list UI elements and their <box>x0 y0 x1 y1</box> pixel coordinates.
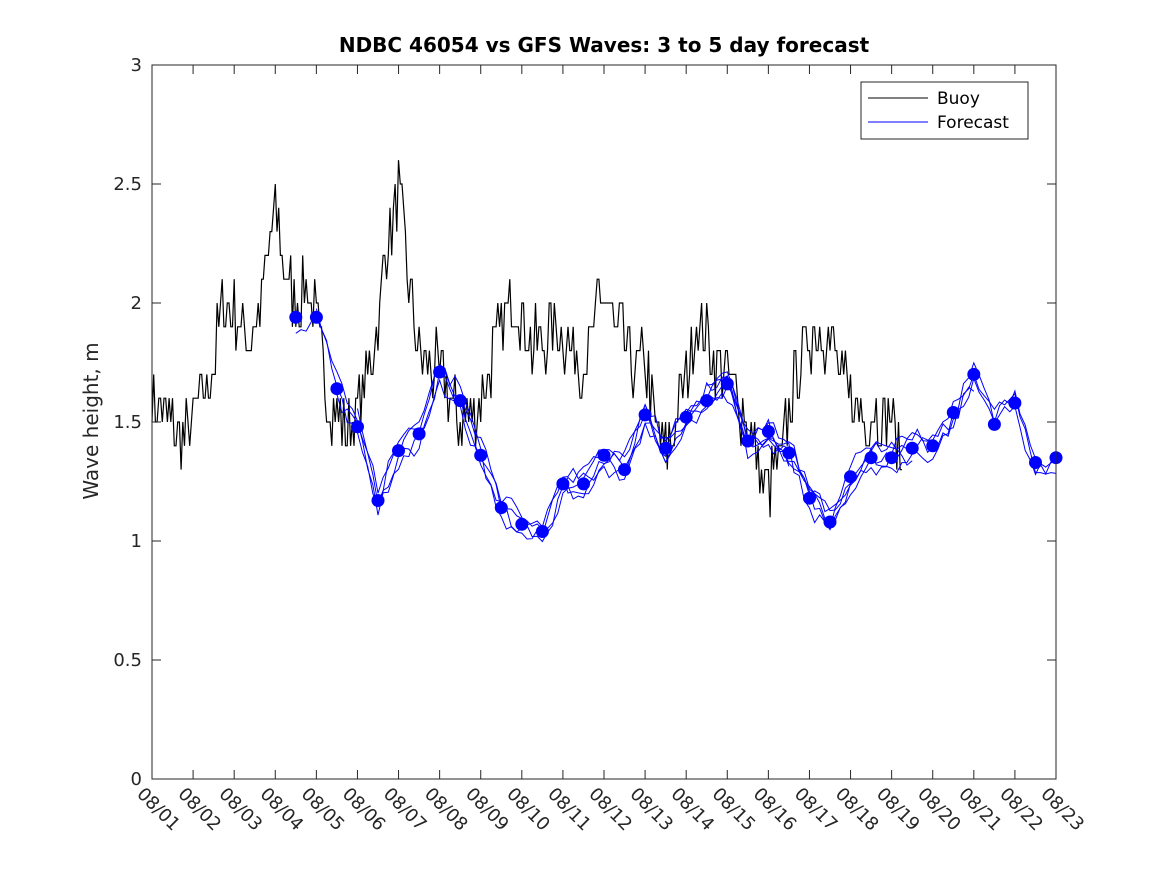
series-layer <box>151 160 1063 543</box>
forecast-point <box>309 310 323 324</box>
forecast-point <box>885 451 899 465</box>
forecast-point <box>412 427 426 441</box>
forecast-point <box>556 477 570 491</box>
legend-forecast-label: Forecast <box>937 113 1009 133</box>
forecast-point <box>535 525 549 538</box>
forecast-point <box>392 444 405 458</box>
forecast-point <box>494 501 508 515</box>
forecast-point <box>330 382 344 396</box>
forecast-point <box>659 441 673 455</box>
forecast-point <box>803 491 816 505</box>
forecast-point <box>371 494 385 507</box>
forecast-run-line-1 <box>295 317 790 543</box>
forecast-point <box>638 408 652 422</box>
legend-buoy-label: Buoy <box>937 89 980 109</box>
forecast-point <box>926 439 940 453</box>
forecast-point <box>453 394 467 408</box>
forecast-point <box>844 470 857 484</box>
y-tick-label: 2.5 <box>113 174 142 195</box>
y-tick-label: 3 <box>131 55 142 76</box>
forecast-point <box>618 463 631 477</box>
forecast-point <box>823 515 837 529</box>
y-tick-label: 0 <box>131 769 142 790</box>
forecast-point <box>289 310 303 324</box>
forecast-point <box>474 448 488 462</box>
forecast-point <box>905 441 919 455</box>
legend: Buoy Forecast <box>860 81 1029 140</box>
legend-box <box>860 81 1029 140</box>
forecast-point <box>700 394 714 408</box>
forecast-run-line-3 <box>336 368 913 533</box>
y-tick-label: 1 <box>131 531 142 552</box>
chart-title: NDBC 46054 vs GFS Waves: 3 to 5 day fore… <box>339 33 870 57</box>
forecast-point <box>433 365 447 379</box>
forecast-point <box>351 420 364 434</box>
forecast-point <box>679 410 693 424</box>
forecast-point <box>1029 456 1042 469</box>
forecast-point <box>577 477 590 491</box>
forecast-point <box>1008 396 1022 410</box>
y-axis-label: Wave height, m <box>79 342 103 499</box>
forecast-point <box>741 434 755 448</box>
forecast-point <box>967 367 981 381</box>
forecast-run-line-6 <box>706 372 1057 522</box>
y-tick-label: 2 <box>131 293 142 314</box>
y-tick-label: 0.5 <box>113 650 142 671</box>
forecast-point <box>987 417 1001 431</box>
forecast-point <box>946 406 960 419</box>
forecast-point <box>864 451 878 465</box>
forecast-point <box>597 448 611 462</box>
forecast-point <box>515 517 529 531</box>
forecast-point <box>782 446 796 460</box>
y-tick-label: 1.5 <box>113 412 142 433</box>
forecast-point <box>761 425 775 438</box>
buoy-series-line <box>151 160 902 518</box>
forecast-point <box>720 377 734 391</box>
